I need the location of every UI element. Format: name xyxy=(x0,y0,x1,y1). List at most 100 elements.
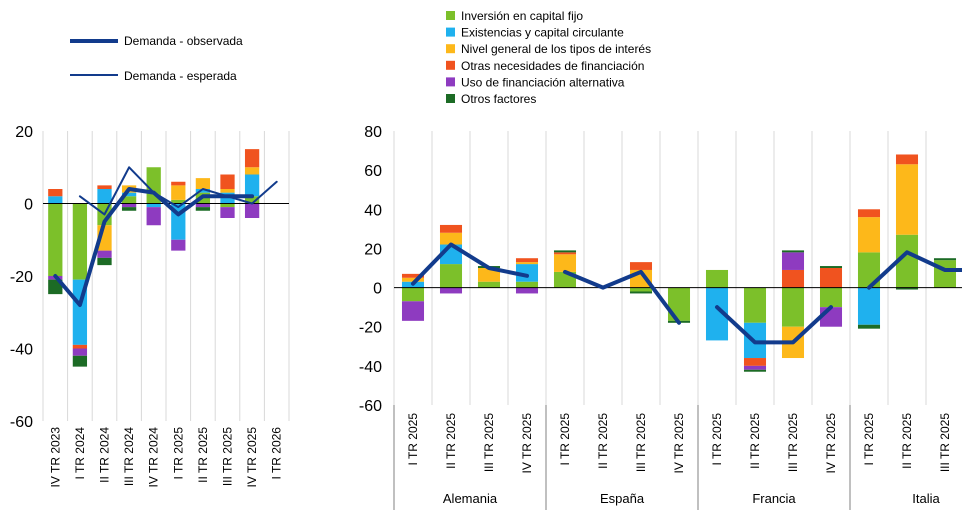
bar-segment-tipos xyxy=(439,232,463,245)
x-tick-label: II TR 2025 xyxy=(748,413,762,469)
x-tick-label: I TR 2026 xyxy=(270,427,284,480)
x-tick-label: IV TR 2024 xyxy=(147,427,161,488)
y-tick-label: -60 xyxy=(359,398,382,415)
bar-segment-tipos xyxy=(220,189,235,193)
x-tick-label: I TR 2025 xyxy=(710,413,724,466)
y-tick-label: -20 xyxy=(359,320,382,337)
left-panel: 20 0 -20 -40 -60 IV TR 2023 I TR 2024 II TR 202… xyxy=(10,124,290,488)
legend-expected-label: Demanda - esperada xyxy=(124,69,237,83)
bar-segment-existencias xyxy=(515,264,539,282)
x-tick-label: IV TR 2025 xyxy=(245,427,259,488)
bar-segment-tipos xyxy=(477,268,501,282)
bar-segment-otras xyxy=(220,174,235,189)
legend-label-tipos: Nivel general de los tipos de interés xyxy=(461,42,651,56)
bar-segment-inversion xyxy=(48,203,63,276)
bar-segment-inversion xyxy=(401,287,425,302)
y-tick-label: 0 xyxy=(373,281,382,298)
group-label: España xyxy=(600,491,645,506)
bar-segment-inversion xyxy=(743,287,767,323)
bar-segment-tipos xyxy=(515,262,539,265)
bar-segment-otras xyxy=(553,252,577,255)
bar-segment-existencias xyxy=(48,196,63,204)
bar-segment-otras xyxy=(48,189,63,197)
right-panel: 80 60 40 20 0 -20 -40 -60 I TR 2025 II TR 2025 III… xyxy=(359,124,962,510)
line-demand_expected xyxy=(78,166,278,216)
legend-label-inversion: Inversión en capital fijo xyxy=(461,9,583,23)
group-label: Italia xyxy=(912,491,940,506)
legend: Demanda - observada Demanda - esperada I… xyxy=(70,9,651,106)
legend-swatch-existencias xyxy=(446,27,455,37)
y-tick-label: 20 xyxy=(364,241,382,258)
y-tick-label: -40 xyxy=(359,359,382,376)
y-tick-label: 60 xyxy=(364,163,382,180)
x-tick-label: II TR 2025 xyxy=(900,413,914,469)
bar-segment-inversion xyxy=(171,199,186,204)
bar-segment-otras xyxy=(781,269,805,288)
bar-segment-inversion xyxy=(477,281,501,288)
bar-segment-otros xyxy=(72,355,88,367)
y-tick-label: 80 xyxy=(364,124,382,141)
bar-segment-otras xyxy=(72,344,88,349)
bar-segment-tipos xyxy=(857,217,881,253)
bar-segment-inversion xyxy=(667,287,691,321)
legend-label-existencias: Existencias y capital circulante xyxy=(461,26,624,40)
legend-swatch-inversion xyxy=(446,11,455,20)
bar-segment-otras xyxy=(819,268,843,288)
bar-segment-alternativa xyxy=(72,348,88,356)
line-demand_observed xyxy=(715,305,833,345)
bar-segment-otras xyxy=(629,262,653,270)
bar-segment-otros xyxy=(629,291,653,294)
x-tick-label: I TR 2024 xyxy=(73,427,87,480)
bar-segment-inversion xyxy=(439,264,463,288)
legend-swatch-otras xyxy=(446,60,455,70)
bar-segment-alternativa xyxy=(515,287,539,294)
legend-observed-label: Demanda - observada xyxy=(124,34,243,48)
x-tick-label: I TR 2025 xyxy=(862,413,876,466)
x-tick-label: IV TR 2025 xyxy=(824,413,838,474)
bar-segment-inversion xyxy=(857,252,881,288)
line-demand_observed xyxy=(411,242,529,286)
bar-segment-otras xyxy=(857,209,881,218)
group-label: Francia xyxy=(752,491,796,506)
x-tick-label: II TR 2024 xyxy=(98,427,112,483)
bar-segment-existencias xyxy=(97,189,112,204)
x-tick-label: III TR 2025 xyxy=(786,413,800,472)
legend-label-alternativa: Uso de financiación alternativa xyxy=(461,75,625,89)
bar-segment-inversion xyxy=(72,203,88,280)
bar-segment-alternativa xyxy=(401,301,425,321)
x-tick-label: III TR 2024 xyxy=(122,427,136,486)
x-tick-label: II TR 2025 xyxy=(596,413,610,469)
bar-segment-alternativa xyxy=(146,207,161,226)
group-label: Alemania xyxy=(443,491,498,506)
bar-segment-otras xyxy=(171,181,186,186)
x-tick-label: III TR 2025 xyxy=(634,413,648,472)
bar-segment-otros xyxy=(97,257,112,266)
bar-segment-otros xyxy=(781,250,805,253)
bar-segment-otras xyxy=(439,224,463,233)
bar-segment-otros xyxy=(743,369,767,372)
bar-segment-otros xyxy=(553,250,577,253)
bar-segment-inversion xyxy=(220,203,235,208)
legend-label-otros: Otros factores xyxy=(461,92,536,106)
x-tick-label: IV TR 2025 xyxy=(672,413,686,474)
bar-segment-otros xyxy=(195,207,211,211)
bar-segment-existencias xyxy=(121,192,137,197)
bar-segment-tipos xyxy=(244,167,260,175)
y-tick-label: 40 xyxy=(364,202,382,219)
legend-label-otras: Otras necesidades de financiación xyxy=(461,59,644,73)
line-demand_observed xyxy=(867,250,962,290)
x-tick-label: I TR 2025 xyxy=(558,413,572,466)
bar-segment-inversion xyxy=(515,281,539,288)
bar-segment-existencias xyxy=(857,287,881,325)
bar-segment-existencias xyxy=(195,189,211,193)
bar-segment-inversion xyxy=(781,287,805,327)
bar-segment-inversion xyxy=(819,287,843,308)
bar-segment-otros xyxy=(857,324,881,329)
bar-segment-tipos xyxy=(171,185,186,200)
bar-segment-tipos xyxy=(401,277,425,282)
x-tick-label: II TR 2025 xyxy=(444,413,458,469)
bar-segment-alternativa xyxy=(171,239,186,251)
bar-segment-alternativa xyxy=(195,203,211,208)
bar-segment-alternativa xyxy=(439,287,463,294)
